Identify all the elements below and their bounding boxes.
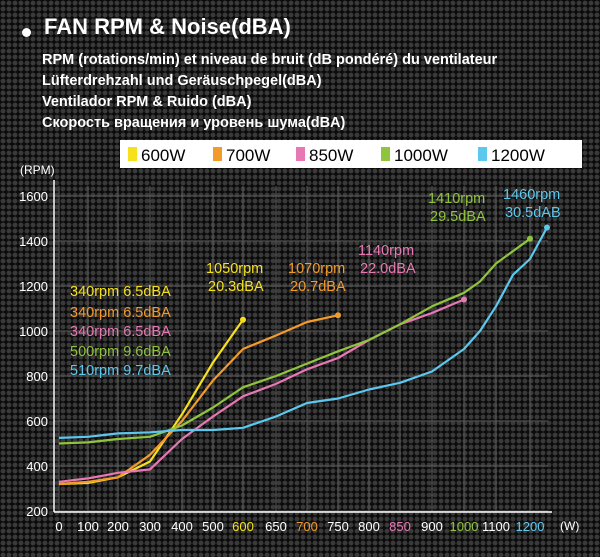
legend-swatch — [213, 147, 222, 161]
legend-label: 850W — [309, 146, 353, 165]
full-load-noise-annotation: 30.5dAB — [505, 205, 561, 221]
low-load-annotation: 510rpm 9.7dBA — [70, 363, 171, 379]
subtitle-french: RPM (rotations/min) et niveau de bruit (… — [42, 52, 498, 68]
full-load-rpm-annotation: 1460rpm — [503, 187, 560, 203]
y-tick-label: 200 — [26, 504, 48, 519]
x-axis-unit: (W) — [560, 519, 579, 533]
subtitle-russian: Скорость вращения и уровень шума(dBA) — [42, 115, 346, 131]
y-axis-unit: (RPM) — [20, 163, 55, 177]
legend-swatch — [478, 147, 487, 161]
x-tick-label: 700 — [296, 519, 318, 534]
series-end-point — [240, 316, 246, 323]
x-tick-label: 300 — [139, 519, 161, 534]
x-tick-label: 200 — [107, 519, 129, 534]
bullet-icon — [22, 28, 31, 37]
series-end-point — [527, 235, 533, 242]
low-load-annotation: 340rpm 6.5dBA — [70, 284, 171, 300]
annotations: 340rpm 6.5dBA 340rpm 6.5dBA 340rpm 6.5dBA 5… — [70, 187, 561, 379]
full-load-rpm-annotation: 1410rpm — [428, 191, 485, 207]
legend-label: 1000W — [394, 146, 448, 165]
legend-swatch — [381, 147, 390, 161]
x-tick-label: 750 — [327, 519, 349, 534]
series-lines — [58, 224, 550, 486]
y-tick-label: 1200 — [19, 279, 48, 294]
series-line — [58, 237, 531, 445]
full-load-rpm-annotation: 1070rpm — [288, 261, 345, 277]
full-load-noise-annotation: 20.3dBA — [208, 279, 264, 295]
x-tick-label: 0 — [55, 519, 62, 534]
legend-box — [120, 140, 582, 168]
x-tick-label: 1000 — [450, 519, 479, 534]
y-tick-labels: 200 400 600 800 1000 1200 1400 1600 — [19, 189, 48, 519]
x-tick-label: 400 — [171, 519, 193, 534]
full-load-noise-annotation: 20.7dBA — [290, 279, 346, 295]
x-tick-label: 900 — [421, 519, 443, 534]
full-load-noise-annotation: 29.5dBA — [430, 209, 486, 225]
x-tick-label: 600 — [232, 519, 254, 534]
low-load-annotation: 340rpm 6.5dBA — [70, 305, 171, 321]
x-tick-label: 100 — [77, 519, 99, 534]
x-tick-label: 650 — [265, 519, 287, 534]
y-tick-label: 800 — [26, 369, 48, 384]
legend-label: 700W — [226, 146, 270, 165]
series-line — [58, 314, 339, 486]
axes — [53, 180, 552, 513]
x-tick-label: 500 — [202, 519, 224, 534]
full-load-rpm-annotation: 1140rpm — [358, 243, 414, 259]
subtitle-german: Lüfterdrehzahl und Geräuschpegel(dBA) — [42, 73, 322, 89]
y-tick-label: 1000 — [19, 324, 48, 339]
subtitle-spanish: Ventilador RPM & Ruido (dBA) — [42, 94, 252, 110]
legend: 600W 700W 850W 1000W 1200W — [128, 146, 545, 165]
grid — [54, 186, 548, 512]
series-end-point — [461, 296, 467, 303]
x-tick-label: 850 — [389, 519, 411, 534]
y-tick-label: 400 — [26, 459, 48, 474]
series-end-point — [544, 224, 550, 231]
legend-swatch — [296, 147, 305, 161]
x-tick-label: 1200 — [516, 519, 545, 534]
legend-swatch — [128, 147, 137, 161]
x-tick-label: 800 — [358, 519, 380, 534]
low-load-annotation: 340rpm 6.5dBA — [70, 324, 171, 340]
y-tick-label: 1600 — [19, 189, 48, 204]
legend-label: 600W — [141, 146, 185, 165]
low-load-annotation: 500rpm 9.6dBA — [70, 344, 171, 360]
chart-title: FAN RPM & Noise(dBA) — [44, 14, 291, 39]
series-line — [58, 226, 548, 439]
y-tick-label: 1400 — [19, 234, 48, 249]
full-load-noise-annotation: 22.0dBA — [360, 261, 416, 277]
x-tick-label: 1100 — [482, 519, 510, 534]
x-tick-labels: 0 100 200 300 400 500 600 650 700 750 800 850 900 100… — [55, 519, 544, 534]
full-load-rpm-annotation: 1050rpm — [206, 261, 263, 277]
series-end-point — [335, 312, 341, 319]
y-tick-label: 600 — [26, 414, 48, 429]
legend-label: 1200W — [491, 146, 545, 165]
